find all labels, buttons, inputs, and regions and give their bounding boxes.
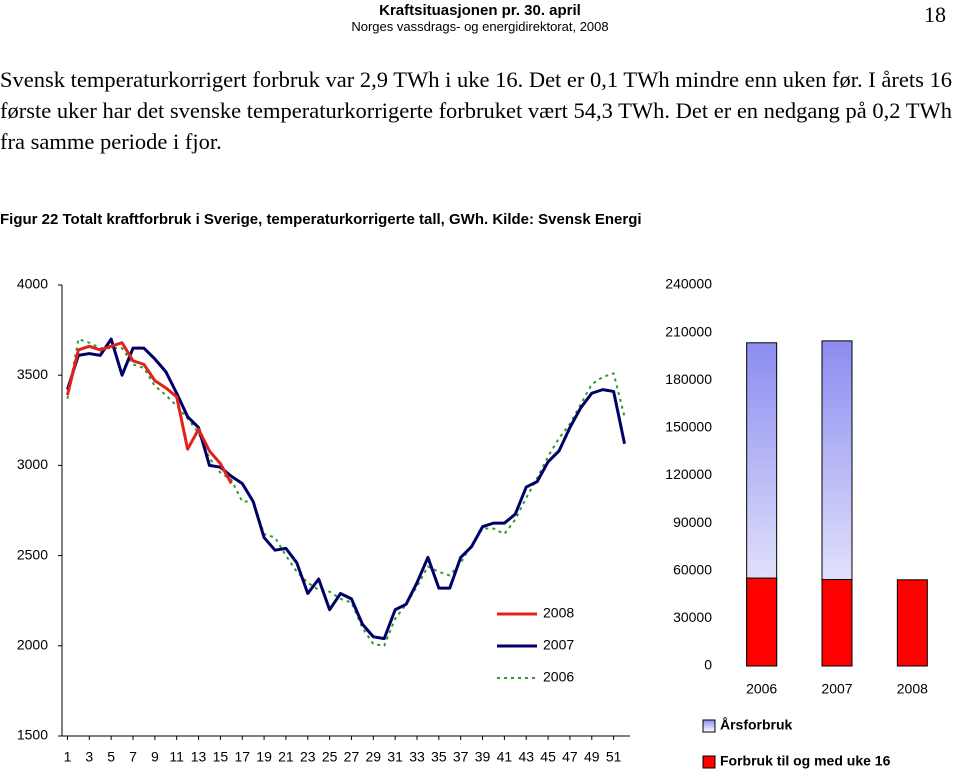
x-tick-label: 15 (213, 749, 229, 765)
x-tick-label: 27 (344, 749, 360, 765)
bar (821, 578, 853, 667)
series-line (66, 337, 627, 641)
legend-label: 2006 (543, 669, 574, 685)
figure-caption: Figur 22 Totalt kraftforbruk i Sverige, … (0, 211, 642, 228)
legend-label: 2008 (543, 605, 574, 621)
legend-swatch (702, 719, 716, 733)
x-tick-label: 31 (387, 749, 403, 765)
y-tick-label: 3500 (17, 366, 48, 382)
x-tick-label: 1 (64, 749, 72, 765)
x-tick-label: 23 (300, 749, 316, 765)
y-tick-label: 4000 (17, 276, 48, 292)
x-tick-label: 47 (562, 749, 578, 765)
legend-label: Forbruk til og med uke 16 (720, 753, 891, 769)
x-tick-label: 17 (234, 749, 250, 765)
y-tick-label: 30000 (673, 609, 712, 625)
x-tick-label: 25 (322, 749, 338, 765)
legend-label: Årsforbruk (720, 717, 793, 733)
x-tick-label: 45 (540, 749, 556, 765)
x-tick-label: 2007 (821, 681, 852, 697)
x-tick-label: 2006 (746, 681, 777, 697)
y-tick-label: 90000 (673, 514, 712, 530)
y-tick-label: 150000 (665, 419, 712, 435)
bar (896, 579, 928, 667)
x-tick-label: 41 (497, 749, 513, 765)
x-tick-label: 13 (191, 749, 207, 765)
y-tick-label: 210000 (665, 323, 712, 339)
header-subtitle: Norges vassdrags- og energidirektorat, 2… (351, 19, 609, 34)
x-tick-label: 21 (278, 749, 294, 765)
legend-swatch (702, 755, 716, 769)
x-tick-label: 5 (107, 749, 115, 765)
y-tick-label: 120000 (665, 466, 712, 482)
x-tick-label: 39 (475, 749, 491, 765)
bar (746, 577, 778, 667)
y-tick-label: 2000 (17, 637, 48, 653)
x-tick-label: 7 (129, 749, 137, 765)
x-tick-label: 43 (518, 749, 534, 765)
x-tick-label: 33 (409, 749, 425, 765)
x-tick-label: 19 (256, 749, 272, 765)
x-tick-label: 29 (366, 749, 382, 765)
x-tick-label: 11 (169, 749, 184, 765)
y-tick-label: 3000 (17, 456, 48, 472)
x-tick-label: 51 (606, 749, 622, 765)
legend-label: 2007 (543, 637, 574, 653)
paragraph: Svensk temperaturkorrigert forbruk var 2… (0, 67, 953, 154)
y-tick-label: 0 (704, 657, 712, 673)
x-tick-label: 2008 (897, 681, 928, 697)
x-tick-label: 37 (453, 749, 469, 765)
y-tick-label: 180000 (665, 371, 712, 387)
series-line (66, 338, 626, 647)
y-tick-label: 60000 (673, 561, 712, 577)
x-tick-label: 3 (85, 749, 93, 765)
x-tick-label: 9 (151, 749, 159, 765)
y-tick-label: 1500 (17, 727, 48, 743)
header-title: Kraftsituasjonen pr. 30. april (379, 2, 581, 19)
x-tick-label: 49 (584, 749, 600, 765)
y-tick-label: 2500 (17, 546, 48, 562)
x-tick-label: 35 (431, 749, 447, 765)
series-line (66, 341, 233, 485)
y-tick-label: 240000 (665, 276, 712, 292)
page-number: 18 (924, 2, 946, 27)
